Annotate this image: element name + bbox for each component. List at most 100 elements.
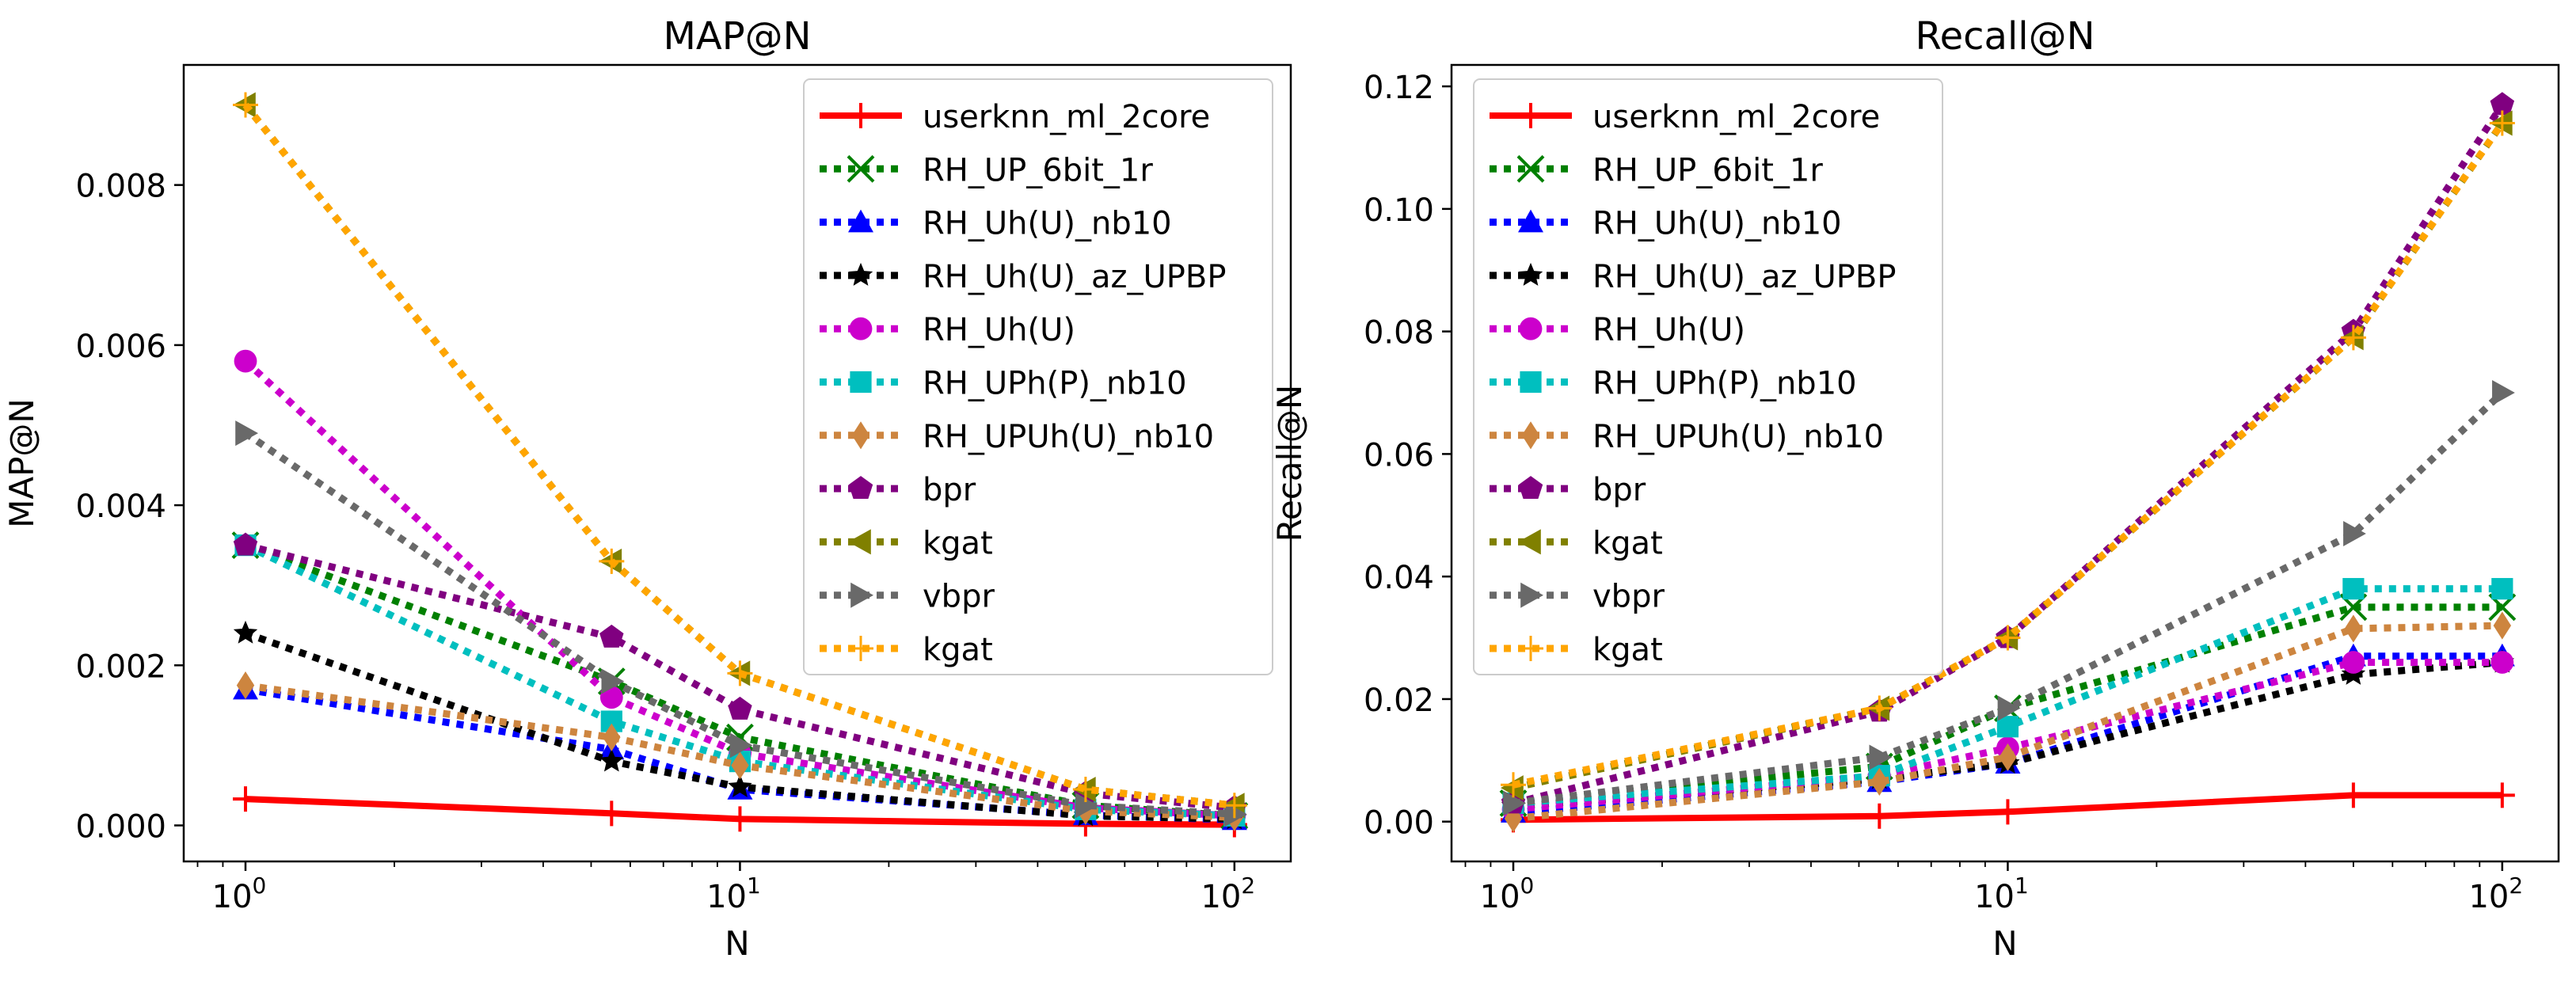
data-point [1866,803,1893,829]
data-point [1224,801,1247,827]
legend-marker [1518,636,1543,661]
legend-marker [848,103,873,128]
series-line [1512,622,2502,823]
legend-marker [849,317,873,340]
chart-title: MAP@N [663,14,811,59]
data-point [2491,578,2513,600]
data-point [727,806,753,832]
legend-marker [848,476,873,500]
data-point [1075,793,1098,819]
data-point [233,532,258,556]
y-tick-label: 0.008 [75,169,166,205]
legend-marker [850,371,872,394]
data-point [1221,793,1247,819]
legend-label: RH_UPUh(U)_nb10 [1592,419,1884,455]
legend-marker [1516,154,1545,183]
legend-item: RH_Uh(U)_nb10 [1490,206,1842,242]
legend-label: RH_UP_6bit_1r [1592,152,1823,188]
y-tick-label: 0.10 [1364,192,1434,229]
legend-label: RH_UPh(P)_nb10 [1592,366,1857,402]
chart-panel-2: Recall@N 0.00 0.02 0.04 0.06 0.08 0.10 0.12 100 1… [1270,14,2560,963]
data-point [599,624,624,648]
series-line [1512,603,2502,807]
data-point [603,723,621,751]
legend-marker [1518,103,1543,128]
series-vbpr [235,420,1247,827]
series-kgat [1501,110,2515,798]
data-point [235,420,259,447]
data-point [599,686,623,709]
x-axis-label: N [725,924,749,963]
legend-marker [1520,371,1542,394]
y-tick-label: 0.006 [75,329,166,365]
y-tick-label: 0.08 [1364,315,1434,352]
legend-label: RH_Uh(U)_az_UPBP [1592,259,1896,295]
data-point [234,349,257,373]
data-point [1999,743,2017,772]
series-line [1512,390,2505,807]
data-point [2489,782,2515,808]
legend-item: userknn_ml_2core [1490,99,1880,135]
legend-marker [848,262,873,286]
data-point [1870,767,1889,796]
legend-marker [851,421,870,450]
legend-item: RH_UP_6bit_1r [820,152,1153,188]
y-axis-label: Recall@N [1270,385,1309,542]
legend-label: RH_UP_6bit_1r [923,152,1153,188]
legend-label: RH_Uh(U)_nb10 [1592,206,1842,242]
y-tick-label: 0.00 [1364,805,1434,842]
data-point [728,696,752,720]
x-tick-label: 100 [1480,873,1535,915]
legend-marker [1519,317,1543,340]
data-point [1869,744,1893,770]
data-point [1504,804,1523,833]
data-point [2340,782,2366,808]
y-tick-label: 0.004 [75,489,166,525]
legend-item: RH_Uh(U) [1490,312,1745,348]
legend-item: bpr [820,472,976,508]
y-tick-label: 0.002 [75,648,166,685]
legend-label: kgat [923,632,993,668]
data-point [233,620,258,644]
data-point [599,800,625,827]
legend-label: RH_Uh(U) [923,312,1075,348]
x-tick-label: 101 [1974,873,2029,915]
legend-item: userknn_ml_2core [820,99,1210,135]
legend-item: RH_Uh(U) [820,312,1075,348]
series-userknn_ml_2core [1501,782,2515,833]
legend-box [803,78,1273,675]
legend-marker [1518,262,1543,286]
data-point [1995,625,2021,651]
y-tick-label: 0.04 [1364,560,1434,596]
y-tick-label: 0.06 [1364,437,1434,473]
legend-item: kgat [1490,632,1663,668]
legend-label: RH_UPh(P)_nb10 [923,366,1187,402]
data-point [2490,92,2515,116]
legend-label: RH_Uh(U)_nb10 [923,206,1172,242]
legend-item: kgat [820,632,993,668]
data-point [1503,790,1527,816]
legend-item: RH_Uh(U)_nb10 [820,206,1172,242]
data-point [2342,651,2365,674]
data-point [731,751,749,780]
legend-marker [1518,209,1543,233]
data-point [233,92,259,118]
chart-panel-1: MAP@N 0.000 0.002 0.004 0.006 0.008 100 101 102 N… [2,14,1292,963]
axes-frame [182,63,1292,863]
data-point [599,748,624,772]
data-point [727,660,753,686]
legend-item: vbpr [1490,579,1665,615]
data-point [1995,799,2021,825]
data-point [2489,110,2515,136]
axes-frame [1450,63,2560,863]
legend-item: RH_UPh(P)_nb10 [820,366,1187,402]
data-point [729,732,753,759]
x-tick-label: 102 [2468,873,2523,915]
data-point [233,786,259,812]
legend-marker [1518,529,1541,555]
y-axis-label: MAP@N [2,398,41,528]
x-tick-label: 100 [212,873,267,915]
y-tick-label: 0.02 [1364,683,1434,719]
data-point [2492,380,2515,406]
legend-item: RH_UPUh(U)_nb10 [820,419,1214,455]
